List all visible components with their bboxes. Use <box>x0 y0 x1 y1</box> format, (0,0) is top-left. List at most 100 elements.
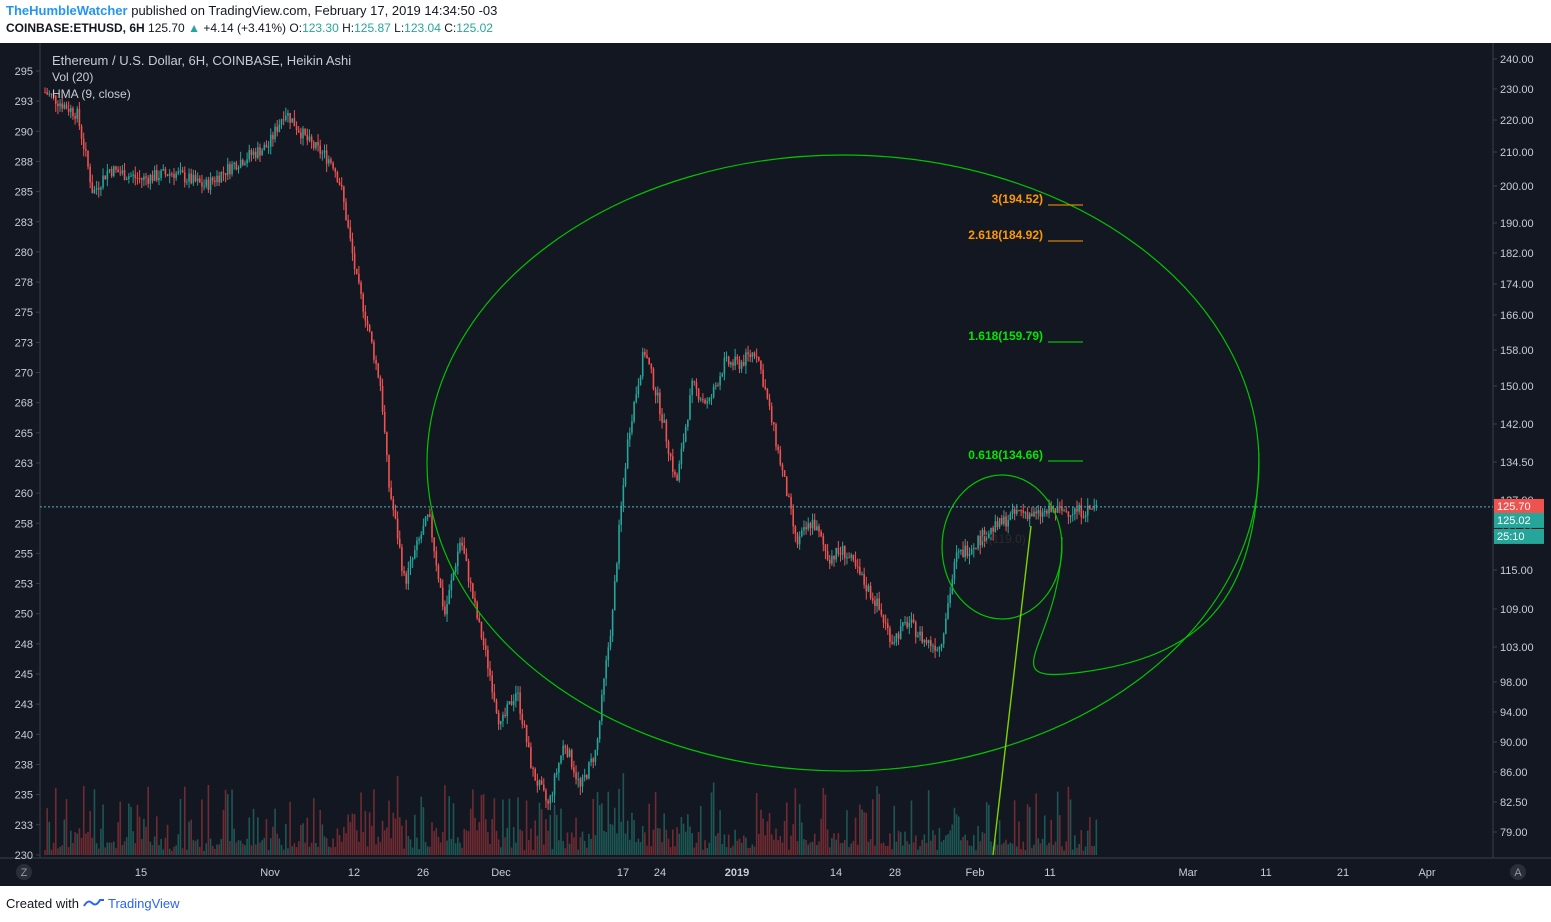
candle-body <box>592 758 595 762</box>
candle-body <box>594 749 597 762</box>
candle-body <box>220 172 223 183</box>
left-axis-label: 258 <box>15 518 33 530</box>
volume-bar <box>517 797 519 855</box>
volume-bar <box>674 846 676 855</box>
candle-body <box>927 640 930 644</box>
candle-body <box>332 162 334 169</box>
candle-body <box>121 170 124 174</box>
volume-bar <box>973 834 975 855</box>
candle-body <box>437 565 440 580</box>
candle-body <box>136 177 139 179</box>
volume-bar <box>441 832 444 855</box>
volume-bar <box>1071 849 1074 855</box>
volume-bar <box>312 798 315 855</box>
scale-button-left[interactable]: Z <box>16 864 32 880</box>
volume-bar <box>953 807 956 855</box>
volume-bar <box>317 846 319 855</box>
candle-body <box>532 768 534 770</box>
candle-body <box>613 581 616 611</box>
right-axis-label: 90.00 <box>1500 737 1528 749</box>
volume-bar <box>764 835 767 855</box>
candle-body <box>624 468 627 486</box>
volume-bar <box>1082 850 1085 855</box>
volume-bar <box>226 794 229 855</box>
volume-bar <box>345 833 347 855</box>
candle-body <box>149 175 152 184</box>
candle-body <box>474 598 476 603</box>
left-axis-label: 263 <box>15 458 33 470</box>
volume-bar <box>347 814 349 855</box>
candle-body <box>472 583 474 599</box>
volume-bar <box>747 847 749 855</box>
candle-body <box>889 628 891 642</box>
volume-bar <box>386 827 388 855</box>
volume-bar <box>452 803 455 855</box>
volume-bar <box>267 850 270 855</box>
volume-bar <box>91 837 94 855</box>
volume-bar <box>852 840 855 855</box>
low-label: L: <box>394 21 405 35</box>
candle-body <box>343 186 345 203</box>
time-axis-label: 17 <box>617 867 629 879</box>
chart-canvas[interactable]: 3(194.52) 2.618(184.92) 1.618(159.79) 0.618… <box>0 43 1551 886</box>
volume-bar <box>887 845 889 855</box>
candle-body <box>91 182 94 194</box>
candle-body <box>788 495 790 498</box>
volume-bar <box>904 831 906 855</box>
volume-bar <box>697 832 700 855</box>
candle-body <box>994 521 997 532</box>
volume-bar <box>248 817 251 855</box>
left-axis-label: 260 <box>15 488 33 500</box>
fib-circles[interactable] <box>426 154 1260 856</box>
right-price-axis[interactable]: 240.00 230.00 220.00 210.00 200.00 190.00 182.… <box>1493 54 1534 839</box>
volume-bar <box>171 850 173 855</box>
candle-body <box>276 126 278 132</box>
tradingview-brand[interactable]: TradingView <box>108 896 180 911</box>
candle-body <box>128 176 130 180</box>
time-axis[interactable]: 15 Nov 12 26 Dec 17 24 2019 14 28 Feb 11 Mar 11 21 Apr <box>135 867 1436 879</box>
volume-bar <box>82 785 85 855</box>
candle-body <box>691 380 693 396</box>
volume-bar <box>448 796 450 855</box>
candle-body <box>661 414 663 423</box>
candle-body <box>895 633 898 643</box>
volume-bar <box>484 819 487 855</box>
volume-bar <box>988 804 990 855</box>
volume-bar <box>1043 815 1046 855</box>
candle-body <box>874 600 876 607</box>
candle-body <box>641 352 644 377</box>
volume-bar <box>140 839 143 855</box>
candle-body <box>205 179 208 187</box>
candle-body <box>224 173 227 176</box>
volume-bar <box>179 798 182 855</box>
author-link[interactable]: TheHumbleWatcher <box>6 3 128 18</box>
volume-bar <box>687 814 689 855</box>
volume-bar <box>379 842 382 855</box>
candle-body <box>143 176 145 180</box>
left-price-axis[interactable]: 295 293 290 288 285 283 280 278 275 273 270 268 265 2… <box>15 66 40 862</box>
candle-body <box>706 401 708 404</box>
volume-bar <box>755 793 758 855</box>
volume-bar <box>1039 843 1042 855</box>
volume-bar <box>194 840 197 855</box>
candle-body <box>304 128 306 135</box>
candle-body <box>618 524 620 564</box>
candle-body <box>809 523 812 529</box>
volume-bar <box>110 842 113 855</box>
candle-body <box>480 621 483 638</box>
volume-bar <box>811 841 814 855</box>
candle-body <box>409 560 412 568</box>
candle-body <box>560 755 562 764</box>
right-axis-label: 142.00 <box>1500 419 1534 431</box>
volume-bar <box>340 841 343 855</box>
scale-button-right[interactable]: A <box>1510 864 1526 880</box>
volume-bar <box>732 845 734 855</box>
candle-body <box>416 540 418 551</box>
volume-bar <box>463 828 466 855</box>
volume-bar <box>1000 844 1003 855</box>
volume-bar <box>330 847 332 855</box>
candle-body <box>854 559 857 567</box>
candle-body <box>82 138 85 150</box>
candle-body <box>168 173 171 176</box>
candle-body <box>487 649 489 669</box>
